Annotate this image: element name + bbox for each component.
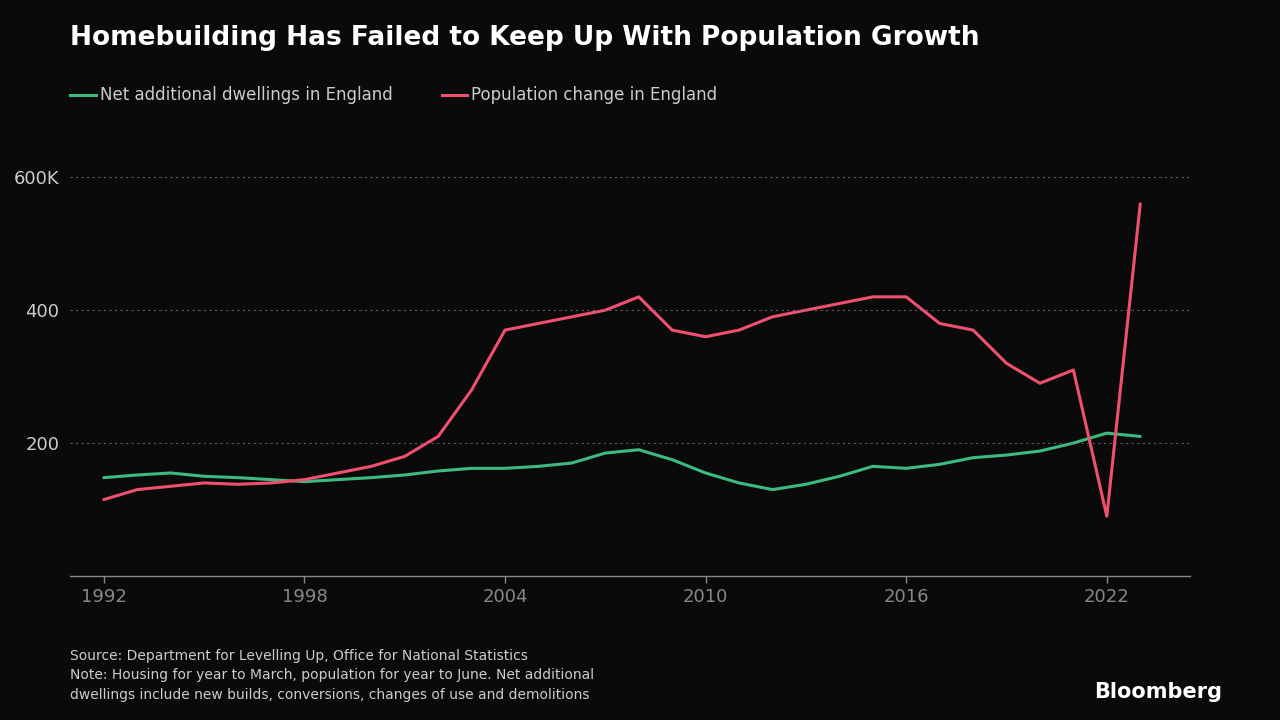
Text: Homebuilding Has Failed to Keep Up With Population Growth: Homebuilding Has Failed to Keep Up With …	[70, 25, 980, 51]
Text: Net additional dwellings in England: Net additional dwellings in England	[100, 86, 393, 104]
Text: Population change in England: Population change in England	[471, 86, 717, 104]
Text: Source: Department for Levelling Up, Office for National Statistics
Note: Housin: Source: Department for Levelling Up, Off…	[70, 649, 594, 702]
Text: Bloomberg: Bloomberg	[1094, 682, 1222, 702]
